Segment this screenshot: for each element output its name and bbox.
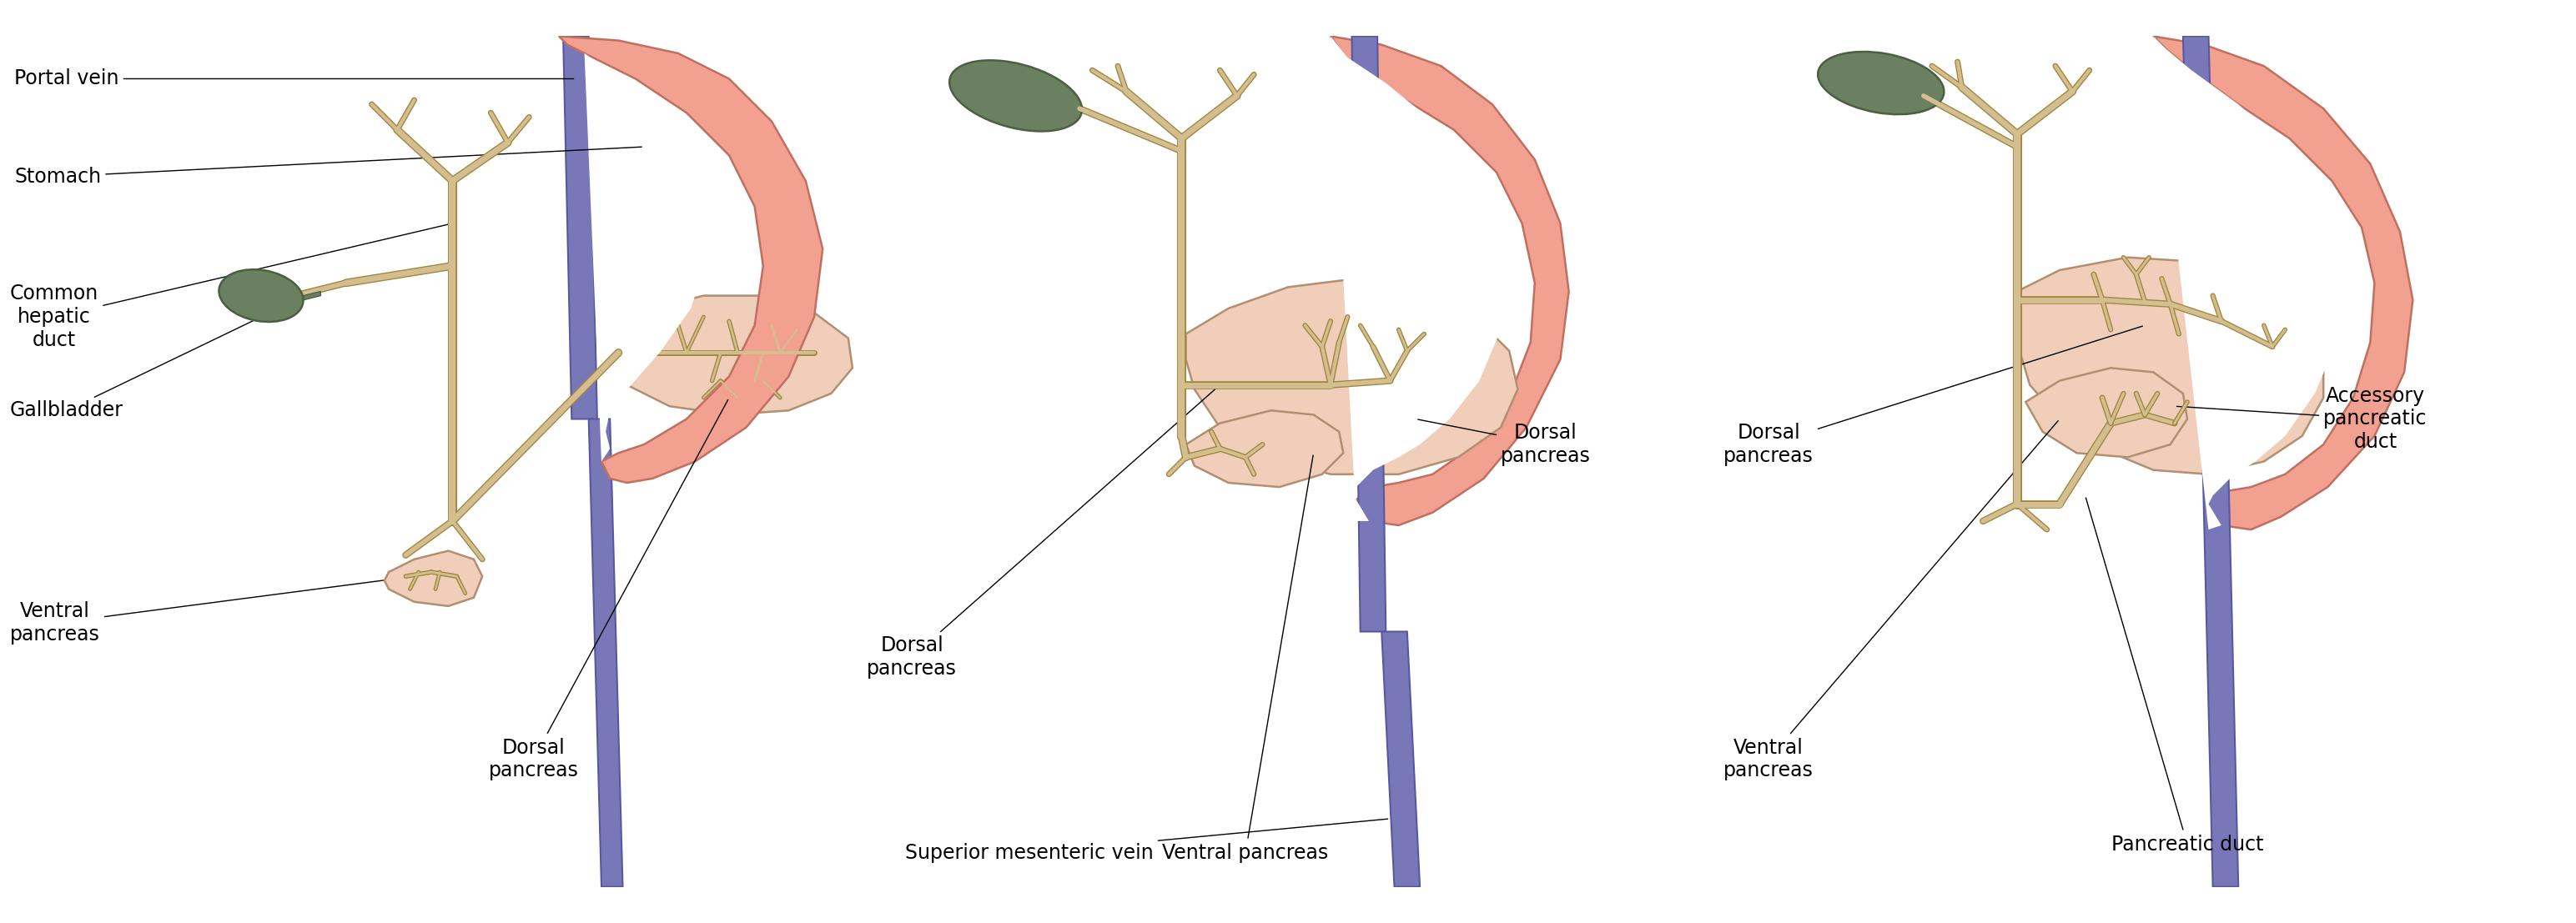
Polygon shape <box>1185 279 1517 474</box>
Ellipse shape <box>219 270 304 322</box>
Polygon shape <box>564 36 598 419</box>
Polygon shape <box>1332 36 1504 521</box>
Text: Dorsal
pancreas: Dorsal pancreas <box>489 400 729 781</box>
Ellipse shape <box>951 60 1082 131</box>
Polygon shape <box>2154 36 2344 530</box>
Polygon shape <box>611 295 853 414</box>
Polygon shape <box>1332 36 1569 525</box>
Text: Superior mesenteric vein: Superior mesenteric vein <box>904 819 1388 863</box>
Polygon shape <box>585 54 708 461</box>
Text: Dorsal
pancreas: Dorsal pancreas <box>1723 326 2143 466</box>
Text: Stomach: Stomach <box>15 147 641 186</box>
Polygon shape <box>1381 631 1419 887</box>
Polygon shape <box>590 419 623 887</box>
Text: Dorsal
pancreas: Dorsal pancreas <box>866 387 1218 678</box>
Text: Accessory
pancreatic
duct: Accessory pancreatic duct <box>2177 386 2427 452</box>
Text: Ventral pancreas: Ventral pancreas <box>1162 455 1329 863</box>
Ellipse shape <box>1819 52 1945 114</box>
Polygon shape <box>2200 351 2239 887</box>
Polygon shape <box>2025 368 2187 457</box>
Polygon shape <box>1352 36 1386 631</box>
Polygon shape <box>304 292 319 300</box>
Text: Dorsal
pancreas: Dorsal pancreas <box>1417 419 1592 466</box>
Text: Gallbladder: Gallbladder <box>10 318 260 421</box>
Polygon shape <box>559 36 822 483</box>
Text: Ventral
pancreas: Ventral pancreas <box>1723 421 2058 781</box>
Text: Common
hepatic
duct: Common hepatic duct <box>10 224 451 350</box>
Polygon shape <box>2154 36 2414 530</box>
Polygon shape <box>384 551 482 606</box>
Polygon shape <box>2182 36 2218 351</box>
Text: Portal vein: Portal vein <box>15 68 574 89</box>
Polygon shape <box>1185 411 1342 487</box>
Text: Ventral
pancreas: Ventral pancreas <box>10 577 412 644</box>
Text: Pancreatic duct: Pancreatic duct <box>2087 497 2264 855</box>
Polygon shape <box>2017 258 2324 474</box>
